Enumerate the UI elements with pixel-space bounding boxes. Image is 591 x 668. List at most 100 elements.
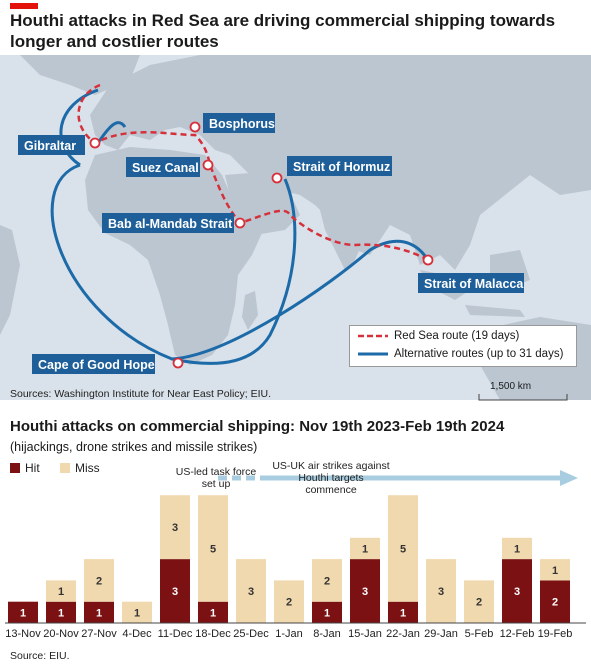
label-text: Bab al-Mandab Strait — [108, 217, 233, 231]
label-text: Strait of Malacca — [424, 277, 524, 291]
bar-hit-22-Jan — [388, 601, 418, 623]
chart-bars: 1 1 1 1 2 1 3 3 1 5 3 2 1 2 3 1 1 5 3 2 3 1 2 1 — [5, 495, 586, 624]
bar-miss-label-18-Dec: 5 — [210, 543, 216, 555]
label-text: Bosphorus — [209, 117, 275, 131]
bar-hit-label-20-Nov: 1 — [58, 607, 64, 619]
bar-miss-label-25-Dec: 3 — [248, 586, 254, 598]
x-label-12-Feb: 12-Feb — [500, 628, 535, 640]
alt-route-north — [59, 88, 99, 167]
bar-hit-11-Dec — [160, 559, 190, 623]
alt-route-med — [96, 121, 127, 144]
bar-miss-12-Feb — [502, 537, 532, 560]
legend-miss-swatch — [60, 463, 70, 473]
chart-title: Houthi attacks on commercial shipping: N… — [10, 418, 505, 435]
alt-route-malacca — [171, 239, 430, 361]
bar-hit-20-Nov — [46, 601, 76, 623]
bar-hit-label-15-Jan: 3 — [362, 586, 368, 598]
bar-miss-27-Nov — [84, 559, 114, 602]
chart-subtitle: (hijackings, drone strikes and missile s… — [10, 440, 258, 454]
location-markers — [89, 121, 434, 369]
bar-miss-label-12-Feb: 1 — [514, 543, 520, 555]
x-label-18-Dec: 18-Dec — [195, 628, 231, 640]
bar-miss-label-19-Feb: 1 — [552, 565, 558, 577]
map-legend: Red Sea route (19 days) Alternative rout… — [349, 325, 577, 367]
annotation-air-strikes: US-UK air strikes against Houthi targets c… — [272, 460, 389, 496]
bar-hit-label-13-Nov: 1 — [20, 607, 26, 619]
label-bg — [287, 156, 392, 176]
x-label-27-Nov: 27-Nov — [81, 628, 117, 640]
scale-line — [478, 394, 568, 401]
label-bg — [203, 113, 275, 133]
x-label-19-Feb: 19-Feb — [538, 628, 573, 640]
bar-miss-15-Jan — [350, 537, 380, 560]
label-hormuz: Strait of Hormuz — [287, 156, 392, 176]
bar-miss-20-Nov — [46, 580, 76, 602]
bar-hit-label-27-Nov: 1 — [96, 607, 102, 619]
label-cape: Cape of Good Hope — [32, 354, 155, 374]
bar-miss-label-15-Jan: 1 — [362, 543, 368, 555]
label-bosphorus: Bosphorus — [203, 113, 275, 133]
x-label-4-Dec: 4-Dec — [122, 628, 152, 640]
label-bg — [418, 273, 524, 293]
legend-blue-label: Alternative routes (up to 31 days) — [394, 348, 564, 360]
chart-annotations: US-led task force set up US-UK air strikes… — [176, 460, 578, 496]
title-accent-bar — [10, 3, 38, 9]
bar-hit-label-19-Feb: 2 — [552, 597, 558, 609]
x-label-25-Dec: 25-Dec — [233, 628, 269, 640]
label-gibraltar: Gibraltar — [18, 135, 85, 155]
bar-hit-label-12-Feb: 3 — [514, 586, 520, 598]
legend-miss-label: Miss — [75, 461, 100, 475]
x-label-5-Feb: 5-Feb — [465, 628, 494, 640]
bar-miss-label-5-Feb: 2 — [476, 597, 482, 609]
label-malacca: Strait of Malacca — [418, 273, 524, 293]
legend-hit-label: Hit — [25, 461, 40, 475]
malacca-marker — [422, 254, 434, 266]
hormuz-marker — [271, 172, 283, 184]
x-label-29-Jan: 29-Jan — [424, 628, 458, 640]
bar-miss-8-Jan — [312, 559, 342, 602]
scale-label: 1,500 km — [490, 381, 532, 392]
x-label-20-Nov: 20-Nov — [43, 628, 79, 640]
chart-legend: Hit Miss — [10, 461, 100, 475]
bar-miss-label-27-Nov: 2 — [96, 575, 102, 587]
x-label-13-Nov: 13-Nov — [5, 628, 41, 640]
chart-source: Source: EIU. — [10, 650, 70, 662]
land-madagascar — [242, 291, 258, 330]
x-label-8-Jan: 8-Jan — [313, 628, 341, 640]
bar-hit-15-Jan — [350, 559, 380, 623]
alt-route-hormuz — [50, 163, 297, 365]
bar-hit-8-Jan — [312, 601, 342, 623]
suez-marker — [202, 159, 214, 171]
legend-red-route: Red Sea route (19 days) — [358, 330, 519, 342]
bar-miss-label-1-Jan: 2 — [286, 597, 292, 609]
label-bab-al-mandab: Bab al-Mandab Strait — [102, 213, 234, 233]
page-title: Houthi attacks in Red Sea are driving co… — [10, 11, 556, 51]
x-label-11-Dec: 11-Dec — [158, 628, 193, 640]
legend-blue-route: Alternative routes (up to 31 days) — [358, 348, 563, 360]
label-bg — [126, 157, 200, 177]
bar-miss-label-20-Nov: 1 — [58, 586, 64, 598]
bar-miss-label-8-Jan: 2 — [324, 575, 330, 587]
legend-red-label: Red Sea route (19 days) — [394, 330, 520, 342]
bar-miss-1-Jan — [274, 580, 304, 623]
label-bg — [18, 135, 85, 155]
bar-hit-13-Nov — [8, 601, 38, 623]
bar-miss-11-Dec — [160, 495, 190, 560]
bar-miss-19-Feb — [540, 559, 570, 581]
bar-miss-29-Jan — [426, 559, 456, 623]
x-label-15-Jan: 15-Jan — [348, 628, 382, 640]
bar-miss-label-11-Dec: 3 — [172, 522, 178, 534]
annotation-task-force: US-led task force set up — [176, 466, 257, 490]
land-africa — [85, 147, 262, 365]
alternative-routes — [50, 88, 430, 365]
label-text: Strait of Hormuz — [293, 160, 390, 174]
blue-route-swatch — [358, 352, 388, 356]
map-source: Sources: Washington Institute for Near E… — [10, 388, 272, 400]
bar-miss-label-29-Jan: 3 — [438, 586, 444, 598]
cape-marker — [172, 357, 184, 369]
bab-al-mandab-marker — [234, 217, 246, 229]
bar-miss-label-4-Dec: 1 — [134, 607, 140, 619]
bar-hit-27-Nov — [84, 601, 114, 623]
